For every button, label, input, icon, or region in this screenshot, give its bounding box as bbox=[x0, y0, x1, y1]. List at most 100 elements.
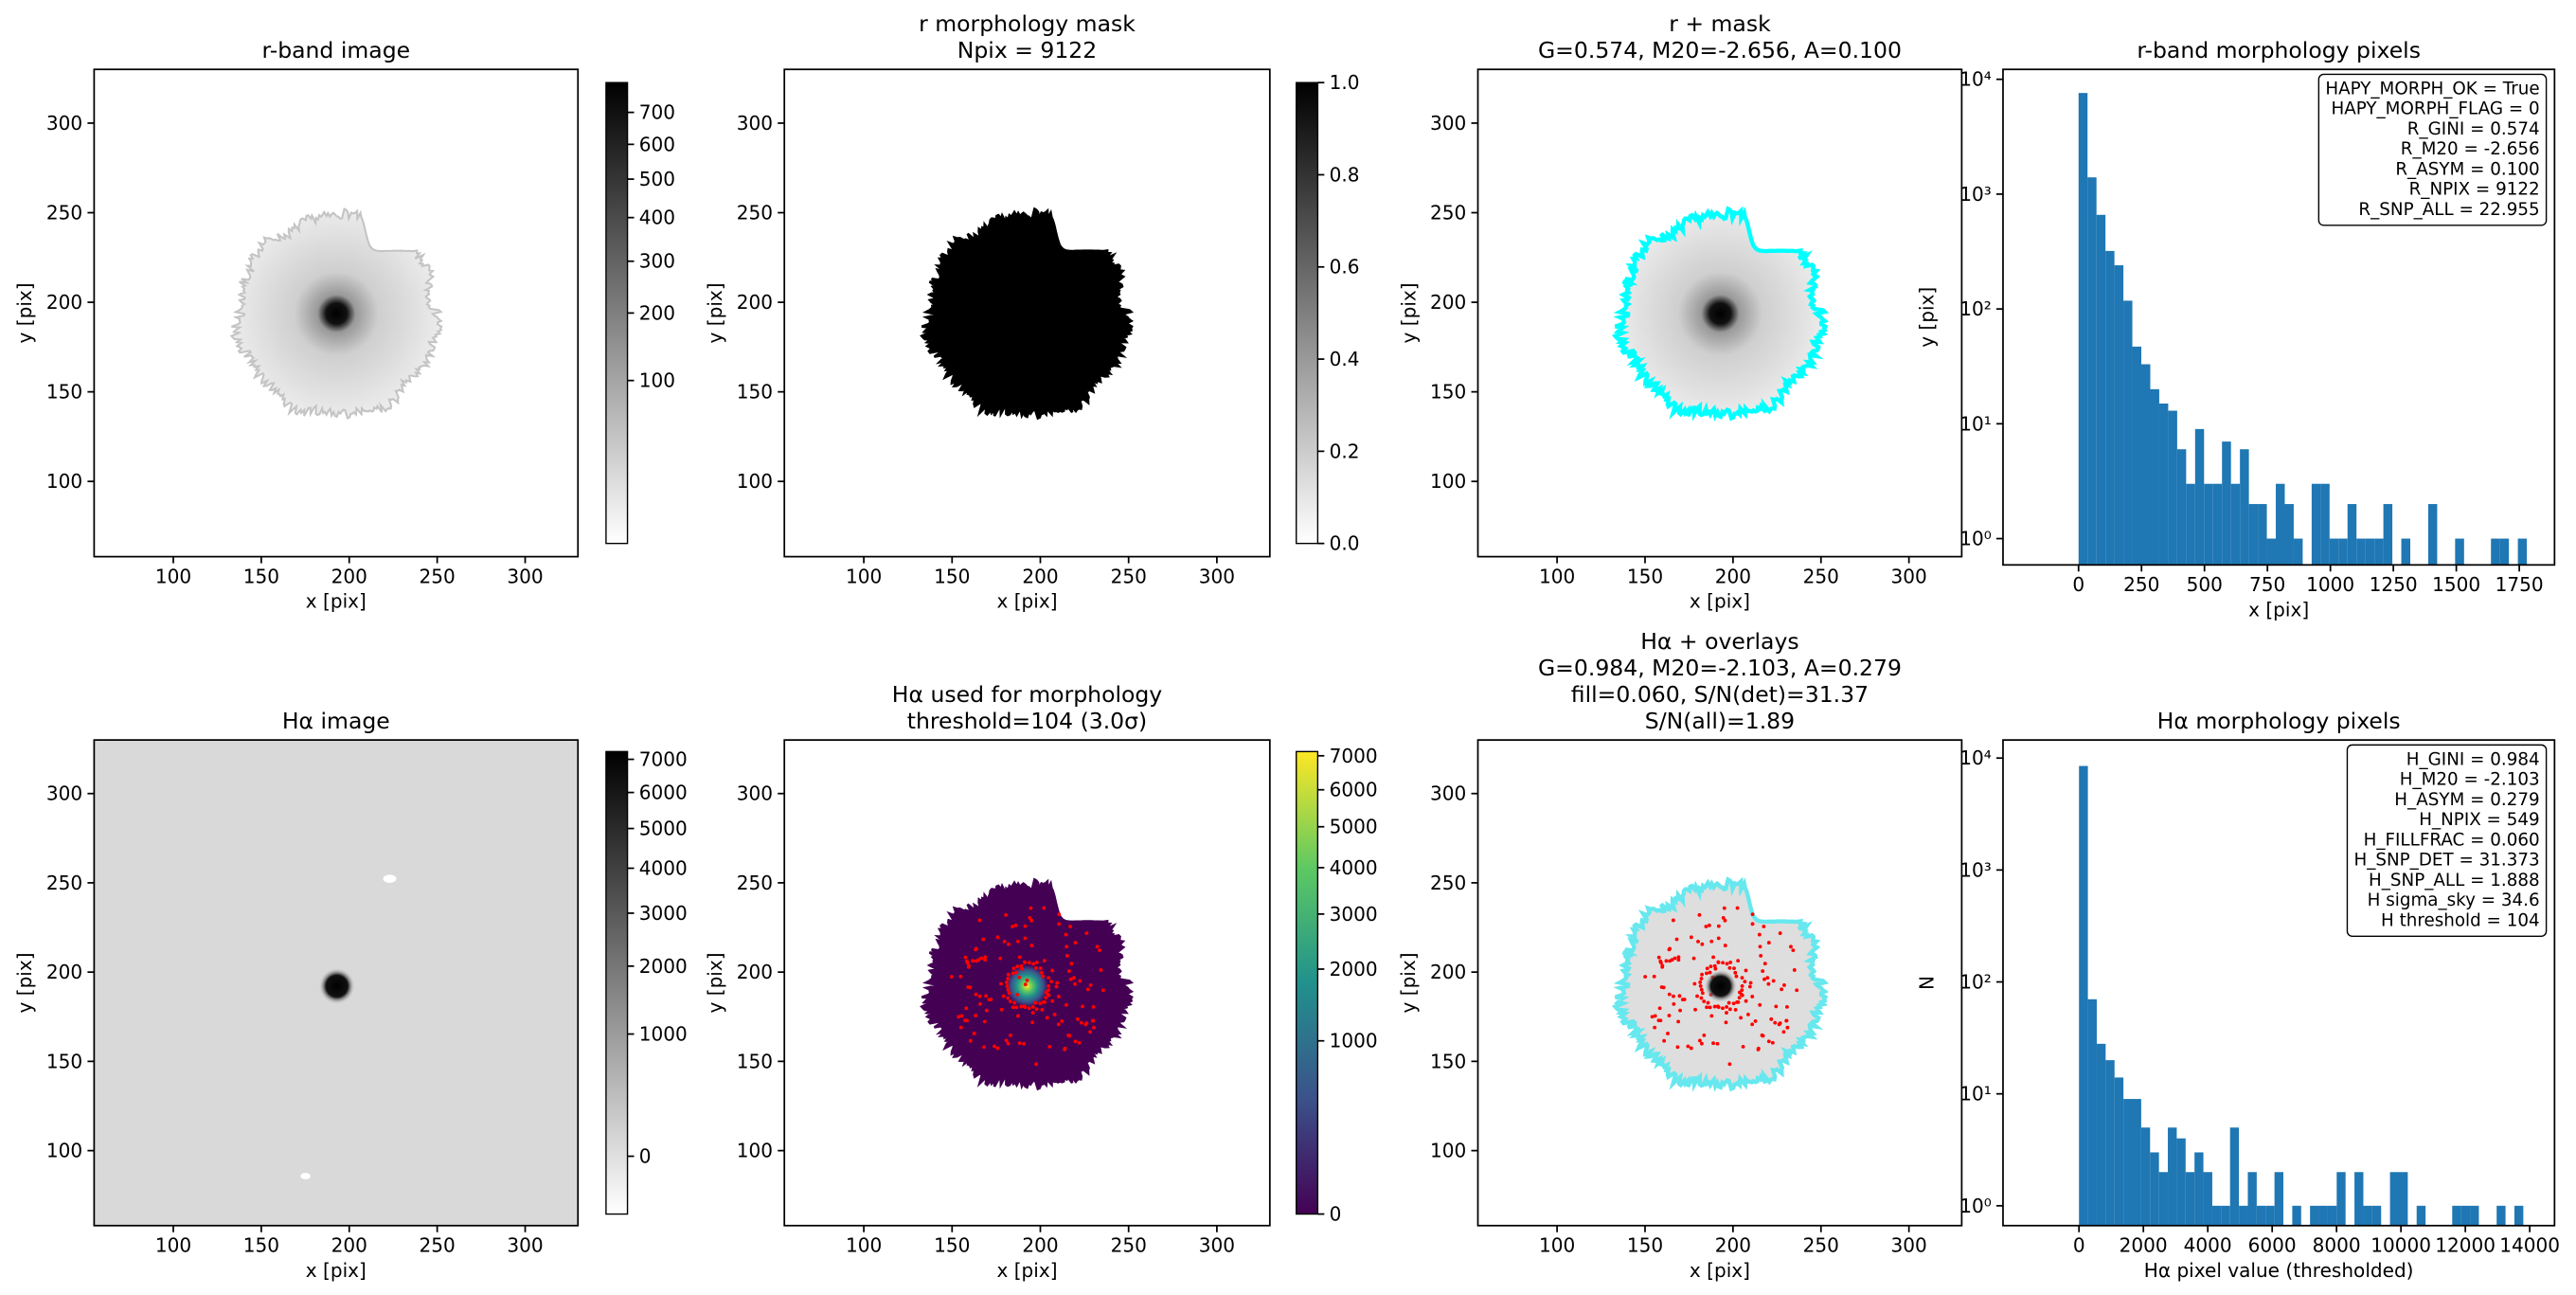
detected-pixel bbox=[971, 959, 975, 963]
y-tick-label: 150 bbox=[46, 381, 82, 404]
histogram-bar bbox=[2398, 1172, 2408, 1226]
x-axis-label: x [pix] bbox=[306, 590, 367, 613]
detected-pixel bbox=[1700, 972, 1704, 977]
detected-pixel bbox=[1034, 965, 1038, 970]
detected-pixel bbox=[1081, 1004, 1084, 1009]
detected-pixel bbox=[1044, 990, 1048, 995]
annotation-line: H_ASYM = 0.279 bbox=[2394, 790, 2539, 810]
x-tick-label: 8000 bbox=[2313, 1234, 2361, 1257]
y-tick-label: 250 bbox=[737, 872, 773, 894]
detected-pixel bbox=[1705, 971, 1708, 976]
detected-pixel bbox=[1023, 936, 1028, 941]
detected-pixel bbox=[1670, 958, 1674, 962]
detected-pixel bbox=[995, 935, 1000, 940]
detected-pixel bbox=[1699, 977, 1704, 980]
colorbar-tick-label: 100 bbox=[639, 369, 675, 392]
detected-pixel bbox=[972, 1032, 976, 1035]
histogram-bar bbox=[2114, 265, 2124, 566]
histogram-bar bbox=[2460, 1205, 2471, 1226]
detected-pixel bbox=[1050, 998, 1055, 1003]
detected-pixel bbox=[1004, 1038, 1009, 1043]
histogram-bar bbox=[2329, 538, 2339, 566]
annotation-line: H_FILLFRAC = 0.060 bbox=[2364, 830, 2540, 850]
x-tick-label: 200 bbox=[1022, 1234, 1058, 1257]
detected-pixel bbox=[982, 1045, 987, 1050]
histogram-bar bbox=[2389, 1172, 2399, 1226]
detected-pixel bbox=[1664, 959, 1669, 963]
detected-pixel bbox=[1008, 999, 1012, 1003]
histogram-bar bbox=[2401, 538, 2411, 566]
detected-pixel bbox=[1676, 958, 1681, 962]
x-tick-label: 150 bbox=[934, 566, 970, 588]
chart-title: G=0.984, M20=-2.103, A=0.279 bbox=[1538, 655, 1902, 681]
detected-pixel bbox=[1747, 984, 1752, 989]
y-tick-label: 200 bbox=[737, 961, 773, 983]
y-axis-label: N bbox=[1916, 976, 1939, 990]
colorbar-tick-label: 2000 bbox=[1330, 958, 1378, 980]
histogram-bar bbox=[2363, 1205, 2372, 1226]
detected-pixel bbox=[1068, 977, 1073, 981]
detected-pixel bbox=[1653, 1014, 1657, 1018]
y-axis-label: y [pix] bbox=[1916, 287, 1939, 348]
detected-pixel bbox=[1072, 976, 1076, 980]
plot-area bbox=[920, 877, 1135, 1091]
colorbar-tick-label: 0.6 bbox=[1330, 256, 1360, 279]
detected-pixel bbox=[1709, 939, 1714, 944]
histogram-bar bbox=[2356, 538, 2366, 566]
detected-pixel bbox=[1006, 1041, 1011, 1046]
chart-title: Hα used for morphology bbox=[892, 681, 1163, 708]
detected-pixel bbox=[1756, 1047, 1761, 1052]
detected-pixel bbox=[1007, 942, 1011, 946]
detected-pixel bbox=[1789, 944, 1793, 949]
x-axis-label: x [pix] bbox=[306, 1259, 367, 1282]
detected-pixel bbox=[1006, 972, 1011, 977]
detected-pixel bbox=[957, 1015, 961, 1019]
detected-pixel bbox=[1657, 1006, 1662, 1011]
detected-pixel bbox=[1650, 1015, 1655, 1019]
chart-title: Hα + overlays bbox=[1640, 628, 1798, 655]
detected-pixel bbox=[1091, 1004, 1096, 1009]
chart-title: Hα morphology pixels bbox=[2157, 708, 2401, 734]
detected-pixel bbox=[1702, 1033, 1707, 1037]
y-tick-label: 200 bbox=[1430, 291, 1466, 314]
colorbar-tick-label: 4000 bbox=[1330, 856, 1378, 879]
annotation-box bbox=[2346, 744, 2548, 937]
detected-pixel bbox=[974, 992, 978, 997]
chart-title: threshold=104 (3.0σ) bbox=[907, 708, 1147, 734]
colorbar-tick-label: 1000 bbox=[1330, 1030, 1378, 1052]
detected-pixel bbox=[1708, 964, 1713, 969]
detected-pixel bbox=[1699, 996, 1704, 1000]
detected-pixel bbox=[1012, 1000, 1017, 1005]
x-tick-label: 100 bbox=[1539, 1234, 1575, 1257]
chart-title: S/N(all)=1.89 bbox=[1645, 708, 1795, 734]
histogram-bar bbox=[2185, 1172, 2195, 1226]
histogram-bar bbox=[2513, 1205, 2524, 1226]
axes-frame bbox=[783, 68, 1271, 558]
y-axis-label: y [pix] bbox=[1397, 282, 1420, 343]
colorbar-tick-label: 4000 bbox=[639, 856, 688, 879]
detected-pixel bbox=[1740, 993, 1744, 998]
detected-pixel bbox=[1077, 1040, 1082, 1045]
detected-pixel bbox=[1068, 925, 1072, 928]
detected-pixel bbox=[1083, 1022, 1088, 1027]
detected-pixel bbox=[998, 956, 1003, 961]
histogram-bar bbox=[2079, 765, 2088, 1226]
histogram-bar bbox=[2105, 1060, 2115, 1226]
colorbar-tick-label: 0.8 bbox=[1330, 163, 1360, 186]
detected-pixel bbox=[1066, 969, 1071, 973]
detected-pixel bbox=[977, 918, 982, 923]
detected-pixel bbox=[1762, 977, 1766, 981]
histogram-bar bbox=[2383, 504, 2393, 566]
detected-pixel bbox=[1055, 980, 1060, 985]
detected-pixel bbox=[1723, 918, 1727, 923]
plot-area bbox=[2078, 93, 2528, 566]
annotation-line: H sigma_sky = 34.6 bbox=[2368, 890, 2540, 910]
histogram-bar bbox=[2194, 1152, 2204, 1226]
detected-pixel bbox=[1740, 988, 1744, 993]
x-tick-label: 1750 bbox=[2496, 573, 2544, 596]
annotation-line: R_M20 = -2.656 bbox=[2401, 139, 2540, 159]
detected-pixel bbox=[1045, 1016, 1049, 1020]
detected-pixel bbox=[1722, 906, 1726, 910]
detected-pixel bbox=[1017, 975, 1022, 980]
annotation-line: R_SNP_ALL = 22.955 bbox=[2358, 200, 2539, 220]
